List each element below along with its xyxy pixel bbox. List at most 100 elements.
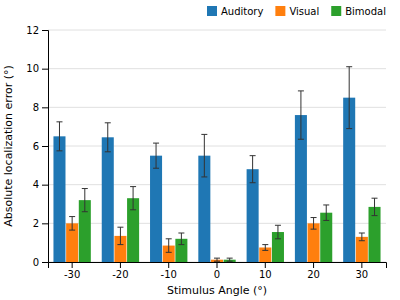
error-cap [323,220,329,221]
grid-line [48,30,386,31]
tick: 0 [33,257,48,268]
bar [356,237,368,262]
error-cap [227,261,233,262]
tick-label: 0 [33,257,39,268]
error-cap [262,244,268,245]
error-cap [153,168,159,169]
error-cap [298,139,304,140]
tick-mark [168,262,169,268]
error-cap [359,240,365,241]
legend: AuditoryVisualBimodal [207,6,386,17]
tick-label: 20 [307,269,320,280]
error-cap [105,151,111,152]
error-bar [372,198,378,215]
legend-item: Bimodal [331,6,386,17]
error-bar [250,156,256,183]
plot: -30 -20 -10 0 10 20 30 0 2 4 6 8 10 12 Stimulus Angle … [2,25,387,297]
error-cap [105,122,111,123]
error-bar [298,91,304,139]
tick: 8 [33,102,48,113]
tick-label: 0 [214,269,220,280]
legend-swatch [275,6,285,16]
tick-label: 4 [33,179,39,190]
error-cap [311,217,317,218]
tick-label: 2 [33,218,39,229]
tick: 2 [33,218,48,229]
axis-line [42,31,49,263]
tick: -10 [161,262,177,280]
error-cap [56,121,62,122]
error-bar [178,233,184,245]
error-cap [298,90,304,91]
bar [150,156,162,262]
error-cap [117,244,123,245]
tick: 6 [33,141,48,152]
tick-mark [42,30,48,31]
tick-mark [361,262,362,268]
grid-line [48,68,386,69]
error-line [252,156,253,183]
error-cap [346,128,352,129]
error-cap [69,230,75,231]
tick-label: 10 [26,63,39,74]
error-line [277,225,278,239]
error-cap [311,229,317,230]
grid-line [48,223,386,224]
grid-line [48,107,386,108]
error-cap [178,244,184,245]
axis-line [49,263,387,269]
tick-mark [313,262,314,268]
tick-mark [42,107,48,108]
tick-mark [72,262,73,268]
x-axis-title: Stimulus Angle (°) [167,284,267,297]
error-bar [227,258,233,261]
error-line [84,189,85,212]
y-axis-title: Absolute localization error (°) [2,65,15,227]
tick: 20 [307,262,320,280]
error-line [326,205,327,220]
error-line [313,218,314,230]
error-cap [372,198,378,199]
tick: 4 [33,179,48,190]
error-line [181,233,182,245]
error-cap [178,233,184,234]
error-bar [323,205,329,220]
tick-label: -30 [64,269,80,280]
error-cap [346,66,352,67]
error-line [133,187,134,210]
error-line [59,122,60,151]
error-line [168,239,169,253]
error-bar [82,189,88,212]
error-bar [130,187,136,210]
tick: 0 [214,262,220,280]
tick-mark [217,262,218,268]
bar [320,213,332,262]
bar [308,223,320,262]
error-cap [262,250,268,251]
error-bar [117,227,123,244]
error-cap [250,182,256,183]
tick-mark [42,262,48,263]
tick-label: -20 [112,269,128,280]
error-bar [359,233,365,241]
error-line [349,67,350,129]
error-cap [166,238,172,239]
tick: 12 [26,25,48,36]
error-line [120,227,121,244]
error-cap [275,225,281,226]
error-cap [201,134,207,135]
error-bar [262,245,268,251]
error-line [374,198,375,215]
error-cap [130,209,136,210]
error-cap [153,143,159,144]
error-bar [201,134,207,177]
tick: 10 [259,262,272,280]
series [79,187,381,262]
tick-mark [265,262,266,268]
tick: 10 [26,63,48,74]
series [53,67,355,262]
error-cap [372,215,378,216]
tick: 30 [355,262,368,280]
error-bar [214,258,220,261]
tick-label: 30 [355,269,368,280]
